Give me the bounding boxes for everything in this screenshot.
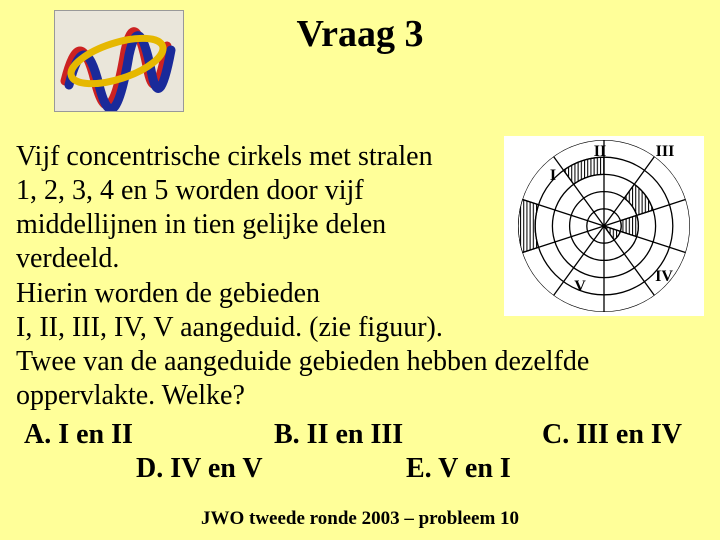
q-line: Twee van de aangeduide gebieden hebben d… [16, 346, 589, 377]
option-a: A. I en II [24, 418, 274, 452]
figure-svg: IIIIIIIVV [504, 136, 704, 316]
q-line: I, II, III, IV, V aangeduid. (zie figuur… [16, 312, 443, 343]
option-b: B. II en III [274, 418, 542, 452]
q-line: 1, 2, 3, 4 en 5 worden door vijf [16, 175, 364, 206]
svg-text:IV: IV [655, 268, 673, 285]
options: A. I en II B. II en III C. III en IV D. … [16, 418, 704, 485]
q-line: verdeeld. [16, 243, 119, 274]
options-row-1: A. I en II B. II en III C. III en IV [16, 418, 704, 452]
svg-text:II: II [594, 143, 606, 160]
options-row-2: D. IV en V E. V en I [16, 452, 704, 486]
svg-text:III: III [656, 143, 675, 160]
q-line: oppervlakte. Welke? [16, 380, 245, 411]
option-c: C. III en IV [542, 418, 682, 452]
footer-source: JWO tweede ronde 2003 – probleem 10 [0, 508, 720, 530]
svg-text:I: I [550, 167, 556, 184]
page-title: Vraag 3 [0, 12, 720, 56]
q-line: Hierin worden de gebieden [16, 278, 320, 309]
svg-text:V: V [574, 278, 586, 295]
q-line: middellijnen in tien gelijke delen [16, 209, 386, 240]
slide: Vraag 3 IIIIIIIVV Vijf concentrische cir… [0, 0, 720, 540]
figure-circles: IIIIIIIVV [504, 136, 704, 321]
body: IIIIIIIVV Vijf concentrische cirkels met… [16, 140, 704, 413]
option-e: E. V en I [406, 452, 511, 486]
q-line: Vijf concentrische cirkels met stralen [16, 141, 433, 172]
option-d: D. IV en V [136, 452, 406, 486]
